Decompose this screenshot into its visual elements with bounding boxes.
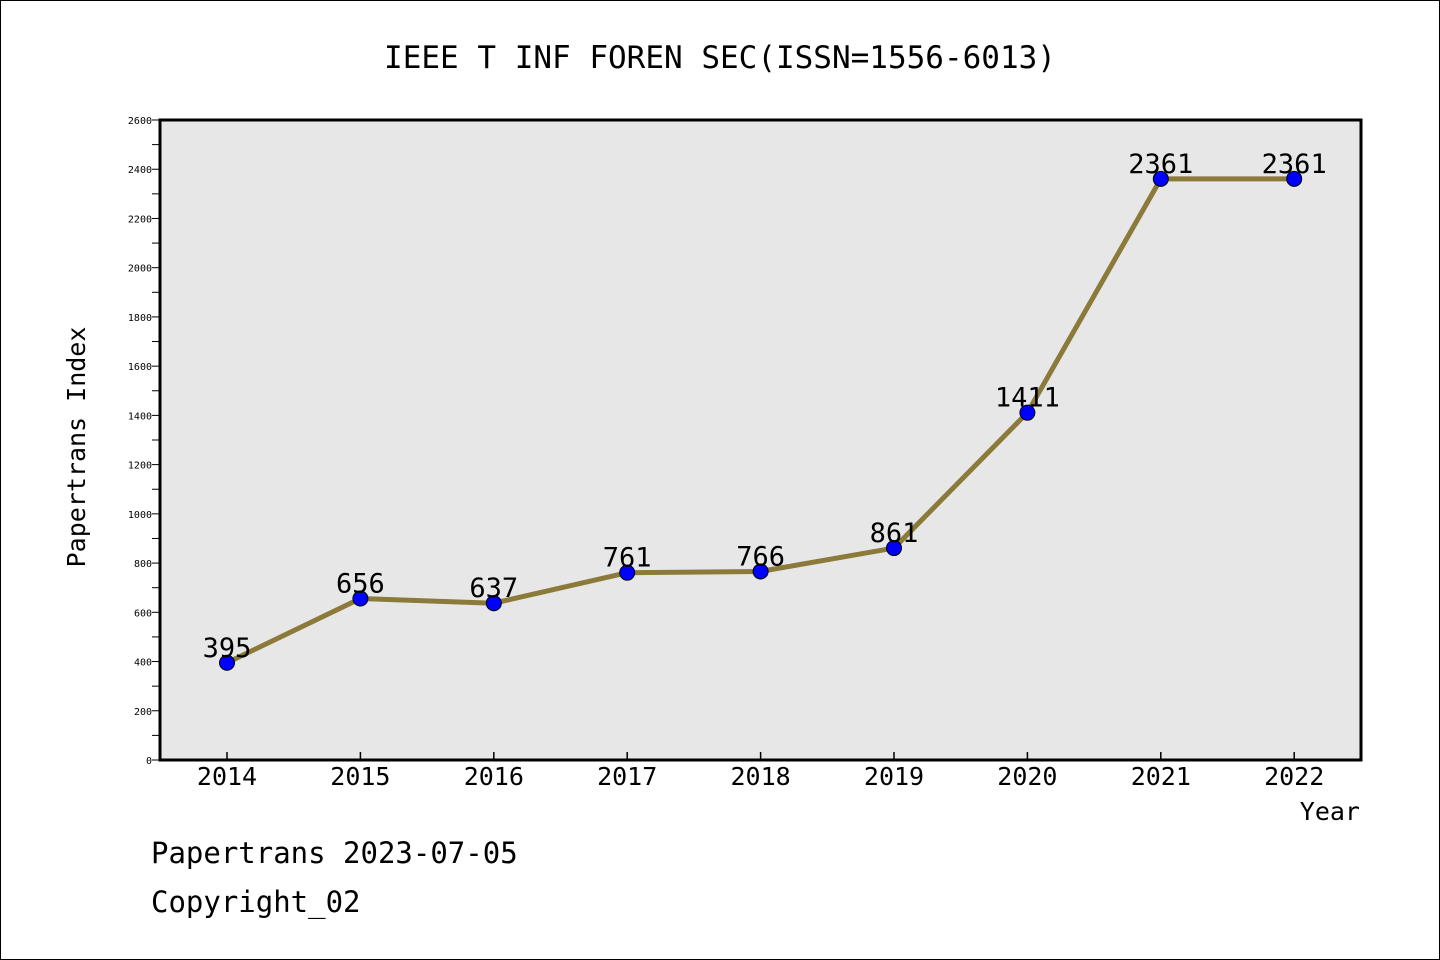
data-point — [886, 540, 902, 557]
data-point — [1019, 404, 1036, 421]
data-point — [619, 564, 636, 581]
data-label: 395 — [203, 633, 252, 664]
y-tick-label: 1600 — [128, 362, 152, 373]
x-tick-label: 2014 — [197, 762, 257, 791]
data-label: 2361 — [1128, 149, 1193, 180]
x-tick-label: 2017 — [597, 762, 657, 791]
y-tick-label: 2200 — [128, 214, 152, 225]
data-point — [352, 590, 369, 607]
footer-copyright: Copyright_02 — [151, 885, 361, 919]
data-label: 766 — [736, 541, 785, 572]
x-tick-label: 2015 — [330, 762, 390, 791]
x-tick-label: 2020 — [997, 762, 1057, 791]
y-tick-label: 600 — [134, 608, 152, 619]
x-tick-label: 2018 — [730, 762, 790, 791]
data-labels: 395 656 637 761 766 861 1411 2361 2361 — [203, 149, 1327, 664]
y-tick-label: 800 — [134, 559, 152, 570]
y-axis: 0 200 400 600 800 1000 1200 1400 1600 1800 2000 220… — [128, 116, 160, 767]
data-label: 2361 — [1262, 149, 1327, 180]
data-point — [1152, 170, 1169, 187]
x-tick-label: 2021 — [1131, 762, 1191, 791]
data-point — [219, 654, 235, 671]
y-tick-label: 400 — [134, 658, 152, 669]
data-point — [752, 563, 769, 580]
data-point — [485, 595, 502, 612]
y-tick-label: 0 — [146, 756, 152, 767]
y-tick-label: 1200 — [128, 461, 152, 472]
x-axis: 2014 2015 2016 2017 2018 2019 2020 2021 2022 — [197, 752, 1324, 791]
y-tick-label: 200 — [134, 707, 152, 718]
y-tick-label: 1800 — [128, 313, 152, 324]
y-tick-label: 1000 — [128, 510, 152, 521]
x-tick-label: 2022 — [1264, 762, 1324, 791]
y-tick-label: 1400 — [128, 411, 152, 422]
y-axis-label: Papertrans Index — [62, 327, 91, 568]
data-points — [219, 170, 1303, 671]
data-label: 637 — [469, 573, 518, 604]
x-tick-label: 2019 — [864, 762, 924, 791]
footer-date: Papertrans 2023-07-05 — [151, 836, 518, 870]
plot-area — [158, 118, 1363, 762]
y-tick-label: 2400 — [128, 165, 152, 176]
x-axis-label: Year — [1300, 797, 1360, 826]
data-label: 1411 — [995, 383, 1060, 414]
y-tick-label: 2000 — [128, 264, 152, 275]
data-label: 861 — [870, 518, 919, 549]
data-label: 761 — [603, 543, 652, 574]
data-label: 656 — [336, 569, 385, 600]
chart-title: IEEE T INF FOREN SEC(ISSN=1556-6013) — [384, 40, 1056, 76]
x-tick-label: 2016 — [464, 762, 524, 791]
data-point — [1286, 170, 1303, 187]
y-tick-label: 2600 — [128, 116, 152, 127]
